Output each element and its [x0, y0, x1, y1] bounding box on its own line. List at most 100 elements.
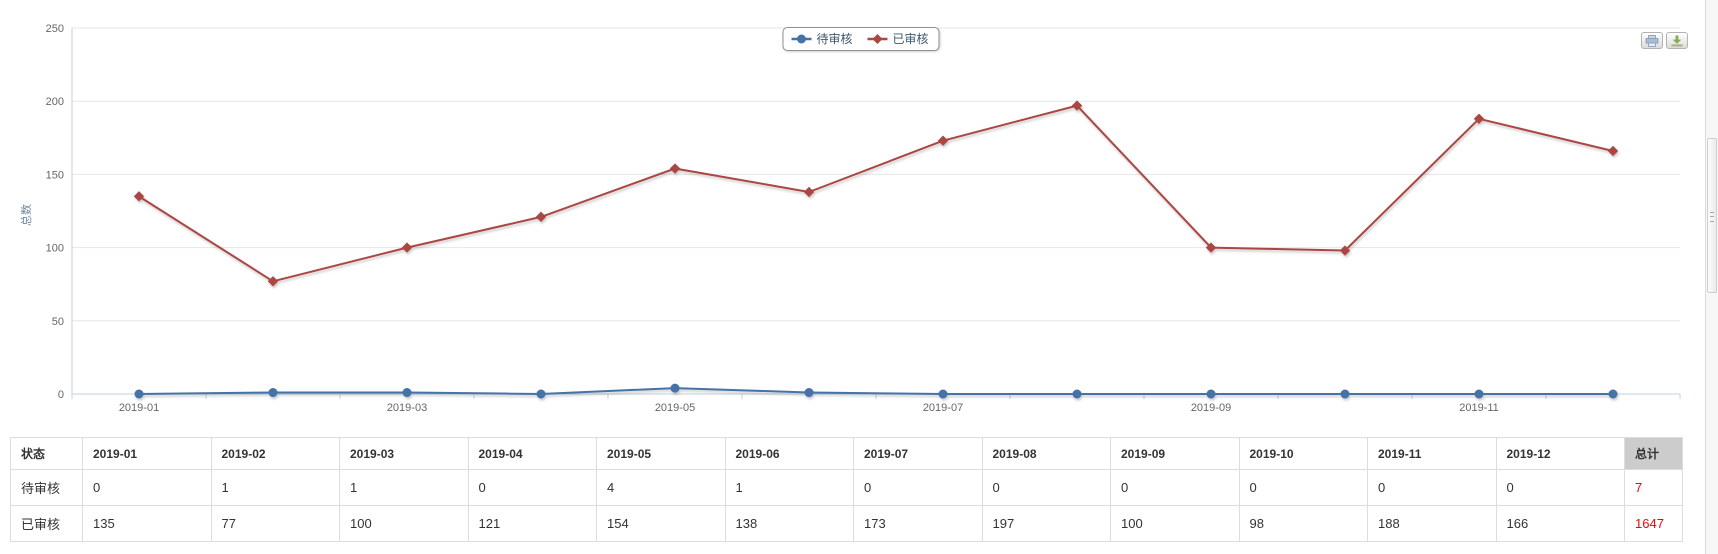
month-header: 2019-05	[596, 437, 726, 470]
value-cell: 0	[1110, 469, 1240, 506]
month-header: 2019-08	[981, 437, 1111, 470]
data-point[interactable]	[536, 389, 546, 399]
value-cell: 0	[82, 469, 212, 506]
month-header: 2019-06	[724, 437, 854, 470]
print-button[interactable]	[1641, 32, 1663, 49]
value-cell: 4	[596, 469, 726, 506]
print-icon	[1645, 34, 1659, 47]
data-point[interactable]	[1608, 389, 1618, 399]
month-header: 2019-10	[1238, 437, 1368, 470]
value-cell: 98	[1238, 505, 1368, 542]
data-point[interactable]	[133, 191, 145, 202]
legend-item-已审核[interactable]: 已审核	[867, 31, 929, 47]
data-point[interactable]	[134, 389, 144, 399]
value-cell: 0	[1367, 469, 1497, 506]
table-header-row: 状态 2019-01 2019-02 2019-03 2019-04 2019-05 20…	[10, 437, 1683, 470]
table-row: 待审核 0 1 1 0 4 1 0 0 0 0 0 0 7	[10, 469, 1683, 506]
value-cell: 100	[1110, 505, 1240, 542]
y-axis-title: 总数	[19, 204, 33, 226]
data-point[interactable]	[1206, 389, 1216, 399]
data-point[interactable]	[938, 389, 948, 399]
value-cell: 0	[853, 469, 983, 506]
value-cell: 1	[724, 469, 854, 506]
table-row: 已审核 135 77 100 121 154 138 173 197 100 98 188 166 164…	[10, 505, 1683, 542]
download-icon	[1671, 35, 1683, 46]
x-tick-label: 2019-11	[1459, 402, 1499, 414]
row-label: 已审核	[10, 505, 83, 542]
data-point[interactable]	[937, 135, 949, 146]
legend-item-待审核[interactable]: 待审核	[791, 31, 853, 47]
month-header: 2019-02	[210, 437, 340, 470]
month-header: 2019-04	[467, 437, 597, 470]
data-point[interactable]	[1071, 100, 1083, 111]
data-point[interactable]	[804, 388, 814, 398]
data-point[interactable]	[1340, 389, 1350, 399]
data-point[interactable]	[268, 388, 278, 398]
x-tick-label: 2019-09	[1191, 402, 1231, 414]
row-label: 待审核	[10, 469, 83, 506]
data-table: 状态 2019-01 2019-02 2019-03 2019-04 2019-05 20…	[10, 437, 1683, 542]
total-header: 总计	[1624, 437, 1683, 470]
download-button[interactable]	[1666, 32, 1688, 49]
value-cell: 166	[1495, 505, 1625, 542]
value-cell: 188	[1367, 505, 1497, 542]
x-tick-label: 2019-03	[387, 402, 427, 414]
y-tick-label: 50	[52, 316, 64, 328]
value-cell: 1	[339, 469, 469, 506]
series-line	[138, 387, 1614, 395]
data-point[interactable]	[1205, 242, 1217, 253]
month-header: 2019-09	[1110, 437, 1240, 470]
x-tick-label: 2019-07	[923, 402, 963, 414]
value-cell: 0	[981, 469, 1111, 506]
value-cell: 0	[1495, 469, 1625, 506]
legend-label: 已审核	[892, 32, 929, 46]
month-header: 2019-03	[339, 437, 469, 470]
value-cell: 100	[339, 505, 469, 542]
value-cell: 197	[981, 505, 1111, 542]
value-cell: 1	[210, 469, 340, 506]
total-cell: 1647	[1624, 505, 1683, 542]
value-cell: 138	[724, 505, 854, 542]
legend-marker-circle-icon	[791, 34, 812, 44]
value-cell: 135	[82, 505, 212, 542]
data-point[interactable]	[803, 186, 815, 198]
y-tick-label: 100	[46, 243, 64, 255]
month-header: 2019-12	[1495, 437, 1625, 470]
line-chart: 0 50 100 150 200 250 2019-01 2019-03 2019-05 2019…	[19, 23, 1681, 414]
x-tick-label: 2019-05	[655, 402, 695, 414]
data-point[interactable]	[670, 383, 680, 393]
data-point[interactable]	[1339, 245, 1351, 256]
value-cell: 173	[853, 505, 983, 542]
value-cell: 0	[467, 469, 597, 506]
y-tick-label: 200	[46, 96, 64, 108]
status-header: 状态	[10, 437, 83, 470]
total-cell: 7	[1624, 469, 1683, 506]
series-待审核[interactable]	[134, 383, 1618, 399]
scrollbar-grip-icon	[1710, 211, 1714, 222]
scrollbar-thumb[interactable]	[1707, 138, 1717, 293]
data-point[interactable]	[669, 163, 681, 174]
month-header: 2019-01	[82, 437, 212, 470]
data-point[interactable]	[402, 388, 412, 398]
chart-area: 0 50 100 150 200 250 2019-01 2019-03 2019-05 2019…	[19, 23, 1688, 414]
data-point[interactable]	[1473, 113, 1485, 124]
y-tick-label: 250	[46, 23, 64, 35]
data-point[interactable]	[1607, 145, 1619, 157]
data-point[interactable]	[267, 276, 279, 287]
value-cell: 121	[467, 505, 597, 542]
data-point[interactable]	[401, 242, 413, 253]
data-point[interactable]	[1474, 389, 1484, 399]
series-line	[138, 104, 1614, 283]
series-已审核[interactable]	[133, 100, 1619, 287]
month-header: 2019-07	[853, 437, 983, 470]
legend-marker-diamond-icon	[867, 34, 888, 44]
month-header: 2019-11	[1367, 437, 1497, 470]
value-cell: 0	[1238, 469, 1368, 506]
y-tick-label: 150	[46, 169, 64, 181]
value-cell: 154	[596, 505, 726, 542]
x-tick-label: 2019-01	[119, 402, 159, 414]
data-point[interactable]	[535, 211, 547, 223]
vertical-scrollbar[interactable]	[1705, 0, 1718, 554]
data-point[interactable]	[1072, 389, 1082, 399]
y-tick-label: 0	[58, 389, 64, 401]
